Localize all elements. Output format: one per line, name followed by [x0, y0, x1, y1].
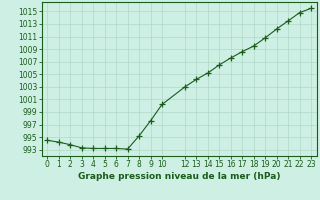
X-axis label: Graphe pression niveau de la mer (hPa): Graphe pression niveau de la mer (hPa) — [78, 172, 280, 181]
